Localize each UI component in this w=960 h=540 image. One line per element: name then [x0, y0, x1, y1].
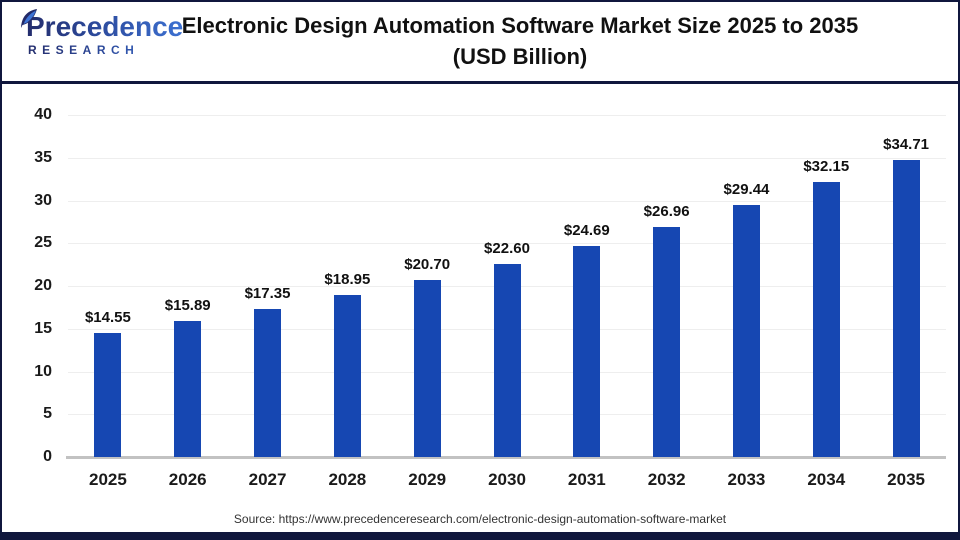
gridline: [68, 157, 946, 159]
x-tick-label: 2025: [88, 470, 127, 489]
y-axis: 0 5 10 15 20 25 30 35 40: [2, 106, 52, 465]
bar-chart: 0 5 10 15 20 25 30 35 40 $14.55 $15.89 $17.35 $18.9…: [2, 87, 958, 538]
bar-2032: [653, 226, 681, 457]
brand-subtitle: RESEARCH: [20, 43, 190, 57]
y-tick-label: 15: [34, 319, 52, 337]
bar-value-label: $24.69: [563, 221, 610, 239]
y-tick-label: 0: [43, 448, 52, 465]
x-tick-label: 2031: [567, 470, 606, 489]
bar-value-label: $17.35: [244, 284, 291, 302]
gridline: [68, 243, 946, 245]
x-tick-label: 2035: [887, 470, 925, 489]
x-tick-label: 2032: [647, 470, 686, 489]
gridline: [68, 200, 946, 202]
source-text: Source: https://www.precedenceresearch.c…: [233, 512, 727, 526]
x-tick-label: 2026: [168, 470, 207, 489]
plot-area: $14.55 $15.89 $17.35 $18.95 $20.70 $22.60 $24.…: [66, 115, 946, 459]
x-tick-label: 2029: [408, 470, 447, 489]
y-tick-label: 35: [34, 148, 52, 166]
bar-2026: [174, 321, 202, 457]
header: Precedence RESEARCH Electronic Design Au…: [2, 2, 958, 84]
y-tick-label: 25: [34, 234, 52, 252]
footer-bar: [2, 532, 958, 538]
x-tick-label: 2033: [727, 470, 766, 489]
chart-title-line1: Electronic Design Automation Software Ma…: [181, 13, 859, 38]
y-tick-label: 40: [34, 106, 52, 123]
y-tick-label: 20: [34, 277, 52, 294]
y-tick-label: 5: [43, 405, 52, 423]
bar-value-label: $29.44: [723, 181, 770, 199]
x-tick-label: 2034: [807, 470, 846, 489]
bar-2030: [493, 263, 521, 457]
bar-value-label: $15.89: [164, 297, 211, 315]
bar-value-label: $26.96: [643, 202, 690, 220]
bar-2027: [254, 308, 282, 457]
chart-title: Electronic Design Automation Software Ma…: [122, 10, 918, 72]
bar-2028: [333, 294, 361, 457]
chart-title-line2: (USD Billion): [452, 44, 588, 69]
bar-2035: [892, 160, 920, 457]
x-tick-label: 2028: [328, 470, 367, 489]
gridline: [68, 115, 946, 116]
bar-value-label: $20.70: [404, 256, 451, 274]
bar-2025: [94, 332, 122, 457]
bar-value-label: $34.71: [883, 136, 930, 154]
x-axis: 2025 2026 2027 2028 2029 2030 2031 2032 2033 2034…: [68, 470, 946, 494]
brand-name: Precedence: [20, 12, 190, 42]
x-tick-label: 2030: [488, 470, 526, 489]
bar-2029: [413, 280, 441, 457]
bar-2031: [573, 245, 601, 457]
bar-value-label: $32.15: [803, 158, 850, 176]
bar-2034: [812, 182, 840, 457]
brand-logo: Precedence RESEARCH: [20, 9, 190, 57]
bar-value-label: $14.55: [84, 308, 131, 326]
y-tick-label: 30: [34, 191, 52, 209]
x-tick-label: 2027: [248, 470, 287, 489]
bar-2033: [732, 205, 760, 457]
leaf-icon: [18, 8, 38, 35]
bar-value-label: $22.60: [484, 239, 530, 257]
y-tick-label: 10: [34, 362, 52, 380]
bar-value-label: $18.95: [324, 270, 371, 288]
x-axis-line: [66, 456, 946, 459]
